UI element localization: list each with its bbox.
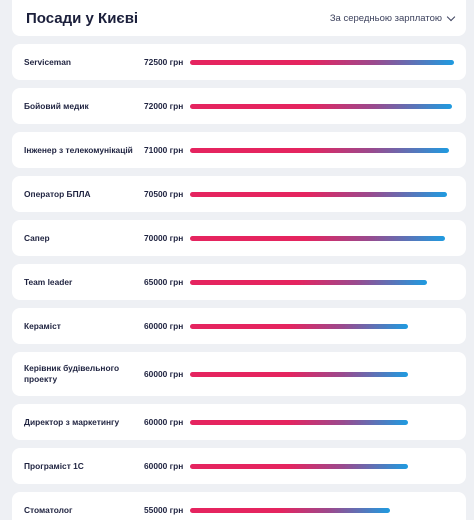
position-row[interactable]: Інженер з телекомунікацій 71000 грн <box>12 132 466 168</box>
position-row[interactable]: Керівник будівельного проекту 60000 грн <box>12 352 466 396</box>
position-name: Бойовий медик <box>24 100 89 111</box>
position-name: Стоматолог <box>24 504 73 515</box>
salary-value: 72500 грн <box>144 56 184 67</box>
salary-value: 55000 грн <box>144 504 184 515</box>
position-row[interactable]: Team leader 65000 грн <box>12 264 466 300</box>
header: Посади у Києві За середньою зарплатою <box>12 0 466 36</box>
position-row[interactable]: Сапер 70000 грн <box>12 220 466 256</box>
position-row[interactable]: Керамiст 60000 грн <box>12 308 466 344</box>
salary-value: 65000 грн <box>144 276 184 287</box>
salary-value: 72000 грн <box>144 100 184 111</box>
position-name: Serviceman <box>24 56 72 67</box>
position-name: Програміст 1С <box>24 460 84 471</box>
page-title: Посади у Києві <box>26 9 139 27</box>
position-row[interactable]: Стоматолог 55000 грн <box>12 492 466 520</box>
sort-label: За середньою зарплатою <box>329 12 442 24</box>
salary-bar <box>190 419 408 425</box>
position-row[interactable]: Бойовий медик 72000 грн <box>12 88 466 124</box>
salary-bar <box>190 59 454 65</box>
salary-value: 70000 грн <box>144 232 184 243</box>
salary-value: 60000 грн <box>144 460 184 471</box>
chevron-down-icon <box>446 12 456 21</box>
salary-bar <box>190 279 427 285</box>
position-name: Керівник будівельного проекту <box>24 363 120 384</box>
salary-bar <box>190 191 447 197</box>
salary-bar <box>190 371 408 377</box>
position-name: Сапер <box>24 232 50 243</box>
position-name: Team leader <box>24 276 73 287</box>
position-row[interactable]: Оператор БПЛА 70500 грн <box>12 176 466 212</box>
salary-value: 60000 грн <box>144 368 184 379</box>
salary-bar <box>190 463 408 469</box>
salary-bar <box>190 147 449 153</box>
position-row[interactable]: Serviceman 72500 грн <box>12 44 466 80</box>
position-name: Оператор БПЛА <box>24 188 91 199</box>
position-row[interactable]: Директор з маркетингу 60000 грн <box>12 404 466 440</box>
salary-value: 70500 грн <box>144 188 184 199</box>
position-name: Інженер з телекомунікацій <box>24 144 133 155</box>
position-name: Директор з маркетингу <box>24 416 120 427</box>
salary-bar <box>190 103 452 109</box>
salary-value: 60000 грн <box>144 320 184 331</box>
position-name: Керамiст <box>24 320 61 331</box>
salary-bar <box>190 323 408 329</box>
sort-dropdown[interactable]: За середньою зарплатою <box>329 12 456 24</box>
position-row[interactable]: Програміст 1С 60000 грн <box>12 448 466 484</box>
salary-bar <box>190 235 445 241</box>
salary-bar <box>190 507 390 513</box>
salary-value: 60000 грн <box>144 416 184 427</box>
salary-value: 71000 грн <box>144 144 184 155</box>
